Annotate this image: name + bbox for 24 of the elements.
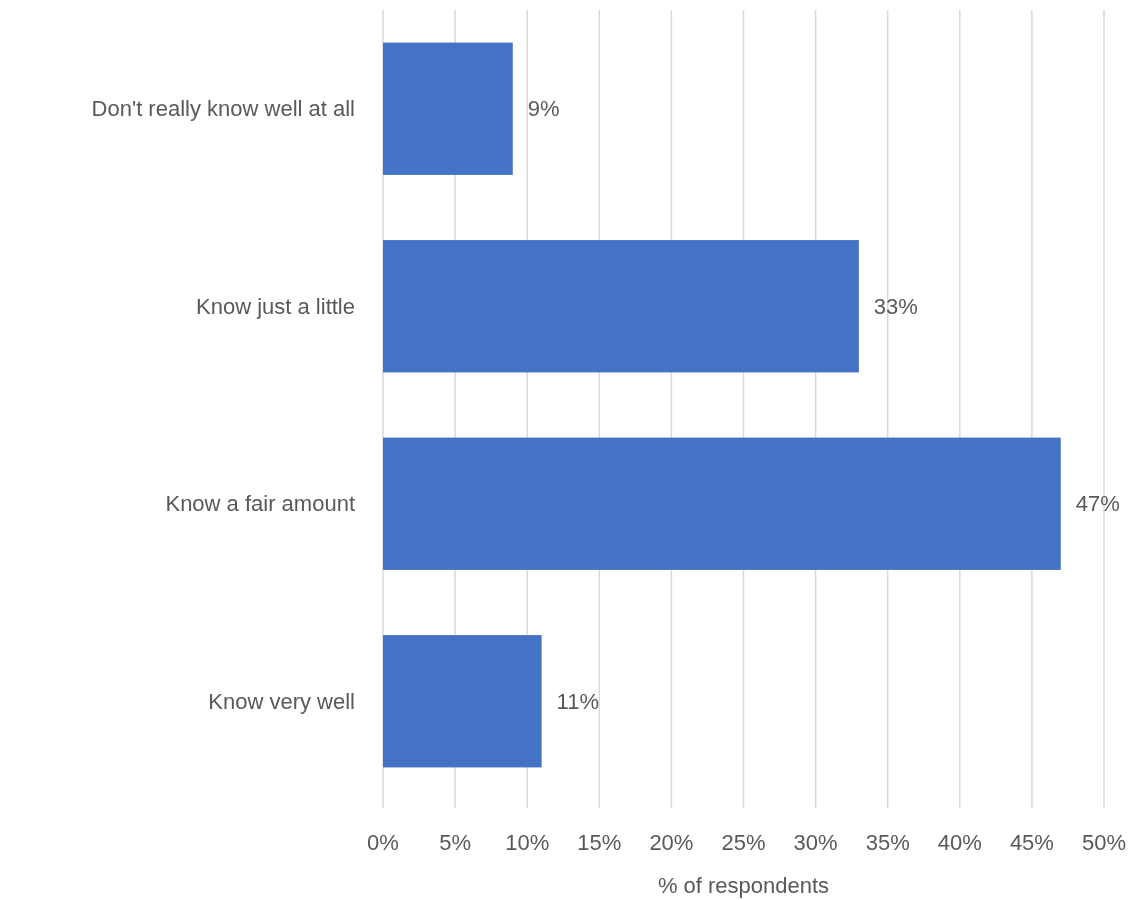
x-tick-label: 45% (1009, 829, 1054, 855)
y-tick-label: Know just a little (196, 293, 355, 319)
bar (383, 42, 513, 175)
data-label: 47% (1075, 491, 1120, 517)
y-tick-label: Know a fair amount (165, 491, 355, 517)
bar (383, 240, 859, 373)
data-label: 33% (873, 293, 918, 319)
x-tick-label: 35% (865, 829, 910, 855)
data-label: 9% (527, 96, 560, 122)
data-label: 11% (556, 688, 600, 714)
y-tick-label: Don't really know well at all (91, 96, 355, 122)
y-tick-label: Know very well (208, 688, 355, 714)
bar (383, 437, 1061, 570)
x-tick-label: 0% (367, 829, 399, 855)
x-tick-label: 5% (439, 829, 471, 855)
x-tick-label: 25% (721, 829, 766, 855)
x-tick-label: 30% (793, 829, 838, 855)
x-tick-label: 10% (505, 829, 550, 855)
x-tick-label: 15% (577, 829, 622, 855)
x-tick-label: 20% (649, 829, 694, 855)
bar (383, 635, 542, 768)
x-tick-label: 50% (1081, 829, 1127, 855)
x-axis-title: % of respondents (657, 872, 830, 898)
x-tick-label: 40% (937, 829, 982, 855)
